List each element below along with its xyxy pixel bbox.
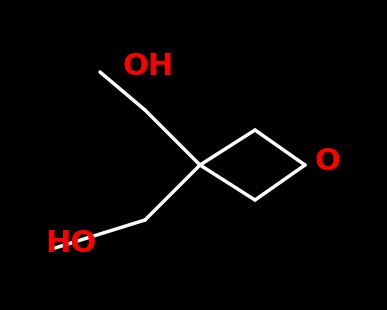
Text: O: O [315, 148, 341, 176]
Text: OH: OH [122, 52, 174, 81]
Text: HO: HO [45, 229, 96, 258]
